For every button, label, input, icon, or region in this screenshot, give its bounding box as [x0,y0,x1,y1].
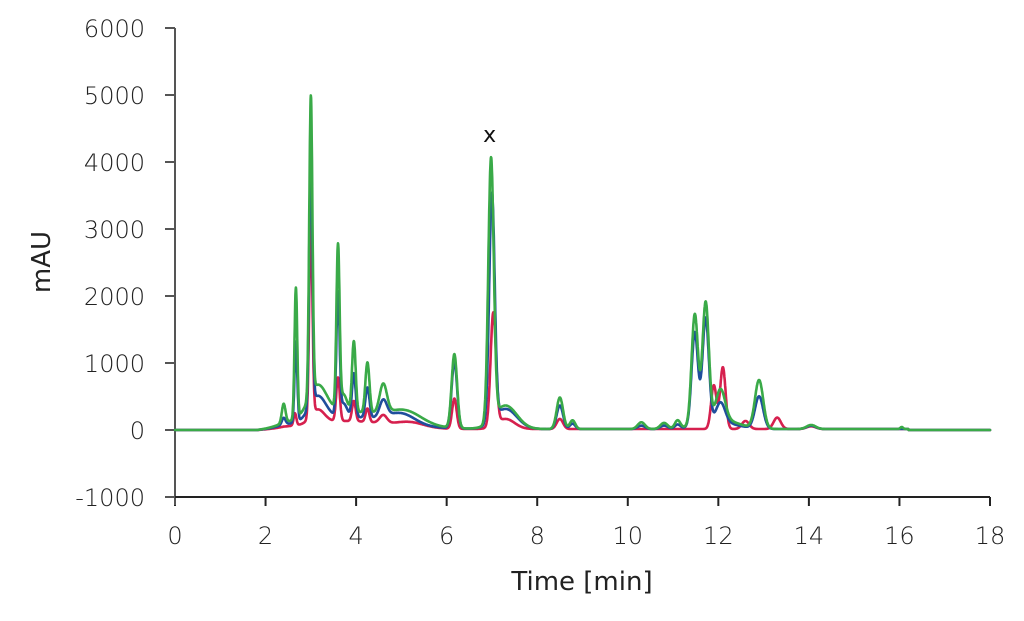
y-axis-ticks: -1000 0 1000 2000 3000 4000 5000 6000 [75,15,175,512]
x-tick-label: 18 [975,522,1006,550]
y-tick-label: 6000 [84,15,145,43]
x-axis-title: Time [min] [510,567,652,597]
x-tick-label: 12 [703,522,734,550]
peak-annotation: x [483,123,496,148]
x-tick-label: 2 [258,522,273,550]
y-axis-title: mAU [27,231,57,293]
x-tick-label: 0 [167,522,182,550]
x-tick-label: 8 [530,522,545,550]
y-tick-label: 3000 [84,216,145,244]
series-line-green-trace [173,94,992,432]
x-tick-label: 14 [794,522,825,550]
x-tick-label: 16 [884,522,915,550]
y-tick-label: 5000 [84,82,145,110]
x-axis-ticks: 0 2 4 6 8 10 12 14 16 18 [167,497,1005,550]
x-tick-label: 6 [439,522,454,550]
y-tick-label: 1000 [84,350,145,378]
y-tick-label: -1000 [75,484,145,512]
y-tick-label: 0 [130,417,145,445]
y-tick-label: 2000 [84,283,145,311]
chromatogram-traces [173,94,992,432]
x-tick-label: 4 [348,522,363,550]
y-tick-label: 4000 [84,149,145,177]
x-tick-label: 10 [613,522,644,550]
